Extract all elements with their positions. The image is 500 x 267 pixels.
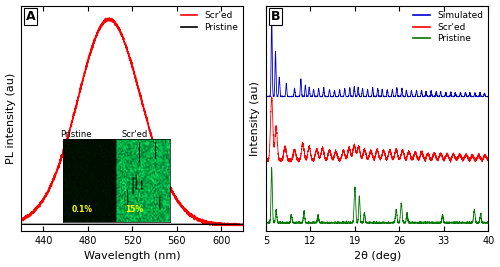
Legend: Scr'ed, Pristine: Scr'ed, Pristine [177, 7, 242, 35]
Text: A: A [26, 10, 35, 23]
Text: Pristine: Pristine [60, 131, 92, 139]
Legend: Simulated, Scr'ed, Pristine: Simulated, Scr'ed, Pristine [410, 7, 486, 47]
Y-axis label: Intensity (au): Intensity (au) [250, 81, 260, 156]
Text: B: B [270, 10, 280, 23]
Text: Scr'ed: Scr'ed [122, 131, 148, 139]
X-axis label: 2θ (deg): 2θ (deg) [354, 252, 401, 261]
X-axis label: Wavelength (nm): Wavelength (nm) [84, 252, 180, 261]
Y-axis label: PL intensity (au): PL intensity (au) [6, 73, 16, 164]
